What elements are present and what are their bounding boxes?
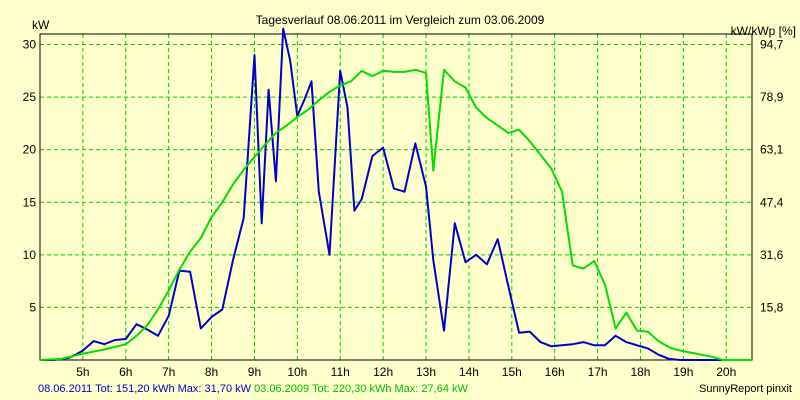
y-axis-label-right: kW/kWp [%] (731, 24, 796, 38)
y-axis-label-left: kW (32, 18, 50, 32)
footer-credit: SunnyReport pinxit (699, 383, 792, 395)
y-tick-label-left: 30 (23, 38, 37, 52)
y-tick-label-left: 10 (23, 248, 37, 262)
x-tick-label: 12h (373, 365, 393, 379)
legend-entry-2011: 08.06.2011 Tot: 151,20 kWh Max: 31,70 kW (38, 383, 251, 395)
y-tick-label-left: 15 (23, 195, 37, 209)
series-line-1 (39, 68, 752, 361)
x-tick-label: 5h (76, 365, 89, 379)
x-tick-label: 18h (630, 365, 650, 379)
x-tick-label: 16h (545, 365, 565, 379)
x-tick-label: 6h (119, 365, 132, 379)
y-tick-label-left: 5 (29, 300, 36, 314)
x-tick-label: 13h (416, 365, 436, 379)
y-tick-label-left: 20 (23, 143, 37, 157)
series-layer (39, 27, 752, 361)
footer-legend: 08.06.2011 Tot: 151,20 kWh Max: 31,70 kW… (38, 383, 468, 395)
x-tick-label: 11h (331, 365, 350, 379)
x-tick-label: 8h (205, 365, 218, 379)
y-tick-label-right: 31,6 (760, 248, 784, 262)
y-tick-label-right: 15,8 (760, 300, 784, 314)
x-tick-label: 7h (162, 365, 175, 379)
y-tick-label-left: 25 (23, 90, 37, 104)
x-tick-label: 19h (673, 365, 693, 379)
y-tick-label-right: 94,7 (760, 38, 784, 52)
y-tick-label-right: 78,9 (760, 90, 784, 104)
legend-entry-2009: 03.06.2009 Tot: 220,30 kWh Max: 27,64 kW (254, 383, 468, 395)
axis-ticks: 5h 6h 7h 8h 9h 10h 11h 12h 13h 14h 15h 16h 17h 18h 19h… (23, 38, 784, 379)
x-tick-label: 14h (459, 365, 479, 379)
plot-area-frame (39, 33, 753, 361)
x-tick-label: 20h (716, 365, 736, 379)
grid (40, 34, 752, 360)
x-tick-label: 9h (248, 365, 261, 379)
chart-title: Tagesverlauf 08.06.2011 im Vergleich zum… (256, 13, 545, 27)
x-tick-label: 15h (502, 365, 522, 379)
y-tick-label-right: 47,4 (760, 195, 784, 209)
x-tick-label: 10h (287, 365, 307, 379)
y-tick-label-right: 63,1 (760, 143, 784, 157)
series-line-0 (40, 27, 752, 361)
x-tick-label: 17h (588, 365, 608, 379)
